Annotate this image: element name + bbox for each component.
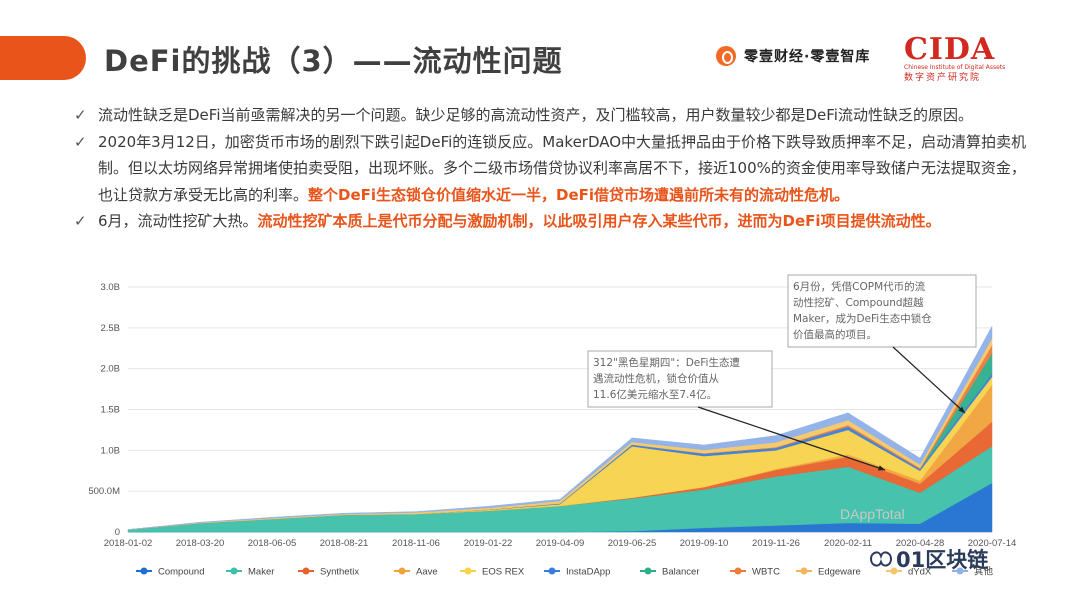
x-tick-label: 2018-08-21 <box>320 538 369 549</box>
legend-swatch-dot <box>734 567 742 575</box>
annotation-box <box>787 274 977 348</box>
y-tick-label: 2.5B <box>100 323 120 334</box>
annotation-arrow <box>697 406 886 471</box>
series-area-其他 <box>127 326 993 530</box>
legend-label: Maker <box>248 567 274 578</box>
y-tick-label: 500.0M <box>88 486 120 497</box>
chart-svg: 0 500.0M 1.0B 1.5B 2.0B 2.5B 3.0B 2018-01-02 201… <box>88 274 1017 578</box>
cida-logo: CIDA Chinese Institute of Digital Assets… <box>904 32 1006 84</box>
bullet-item: ✓ 2020年3月12日，加密货币市场的剧烈下跌引起DeFi的连锁反应。Make… <box>74 129 1034 209</box>
x-tick-label: 2020-04-28 <box>896 538 945 549</box>
watermark-text: 01区块链 <box>896 548 989 572</box>
x-tick-label: 2019-04-09 <box>536 538 585 549</box>
legend-swatch-dot <box>464 567 472 575</box>
legend-swatch-dot <box>230 567 238 575</box>
annotation-text: 动性挖矿、Compound超越 <box>793 296 924 309</box>
chart-watermark: DAppTotal <box>840 506 905 522</box>
cida-logo-mark: CIDA <box>904 32 996 67</box>
annotation-text: 价值最高的项目。 <box>793 328 877 341</box>
bullet-text: 6月，流动性挖矿大热。 <box>98 212 258 230</box>
x-tick-label: 2018-11-06 <box>392 538 440 549</box>
check-icon: ✓ <box>74 106 87 124</box>
x-tick-label: 2020-02-11 <box>824 538 872 549</box>
bullet-item: ✓ 流动性缺乏是DeFi当前亟需解决的另一个问题。缺少足够的高流动性资产，及门槛… <box>74 102 1034 129</box>
legend-swatch-dot <box>644 567 652 575</box>
legend-label: InstaDApp <box>566 567 610 578</box>
bullet-highlight: 流动性挖矿本质上是代币分配与激励机制，以此吸引用户存入某些代币，进而为DeFi项… <box>257 212 941 230</box>
annotation-arrow <box>892 346 966 414</box>
legend-swatch-dot <box>890 567 898 575</box>
cida-english-name: Chinese Institute of Digital Assets <box>904 64 1006 71</box>
x-tick-label: 2019-11-26 <box>752 538 800 549</box>
brand-logo: 零壹财经·零壹智库 <box>716 46 870 66</box>
x-tick-label: 2018-01-02 <box>104 538 153 549</box>
legend-label: WBTC <box>752 567 780 578</box>
legend-swatch-dot <box>140 567 148 575</box>
check-icon: ✓ <box>74 132 87 151</box>
x-tick-label: 2018-06-05 <box>248 538 297 549</box>
x-tick-label: 2019-01-22 <box>464 538 513 549</box>
annotation-text: 312"黑色星期四"：DeFi生态遭 <box>593 356 740 369</box>
x-tick-label: 2020-07-14 <box>968 538 1017 549</box>
bullet-text: 2020年3月12日，加密货币市场的剧烈下跌引起DeFi的连锁反应。MakerD… <box>98 132 1027 204</box>
tvl-chart: 0 500.0M 1.0B 1.5B 2.0B 2.5B 3.0B 2018-01-02 201… <box>80 265 1040 595</box>
annotation-text: 遇流动性危机，锁仓价值从 <box>593 372 719 385</box>
x-tick-label: 2019-09-10 <box>680 538 729 549</box>
x-tick-label: 2019-06-25 <box>608 538 657 549</box>
annotation-arrowhead <box>958 406 965 413</box>
annotation-text: Maker，成为DeFi生态中锁仓 <box>793 312 932 325</box>
y-tick-label: 2.0B <box>100 364 120 375</box>
legend-swatch-dot <box>800 567 808 575</box>
legend-label: Edgeware <box>818 567 861 578</box>
brand-name: 零壹财经·零壹智库 <box>744 49 871 65</box>
legend-swatch-dot <box>302 567 310 575</box>
legend-label: 其他 <box>974 566 994 578</box>
check-icon: ✓ <box>74 212 87 230</box>
legend-label: Compound <box>158 567 204 578</box>
legend-swatch-dot <box>398 567 406 575</box>
legend-label: dYdX <box>908 567 932 578</box>
annotation-text: 6月份，凭借COPM代币的流 <box>793 280 926 293</box>
cida-chinese-name: 数字资产研究院 <box>904 73 982 83</box>
annotation-arrowhead <box>878 465 885 471</box>
bullet-highlight: 整个DeFi生态锁仓价值缩水近一半，DeFi借贷市场遭遇前所未有的流动性危机。 <box>308 185 850 204</box>
y-tick-label: 1.0B <box>100 445 120 456</box>
legend-label: Synthetix <box>320 567 359 578</box>
y-tick-label: 3.0B <box>100 282 120 293</box>
bullet-list: ✓ 流动性缺乏是DeFi当前亟需解决的另一个问题。缺少足够的高流动性资产，及门槛… <box>74 102 1034 235</box>
legend-swatch-dot <box>548 567 556 575</box>
annotation-box <box>587 350 773 408</box>
y-tick-label: 0 <box>115 527 120 538</box>
legend-swatch-dot <box>956 567 964 575</box>
legend-label: Aave <box>416 567 438 578</box>
brand-icon <box>716 46 736 66</box>
y-tick-label: 1.5B <box>100 405 120 416</box>
title-accent-tab <box>0 36 86 80</box>
annotation-text: 11.6亿美元缩水至7.4亿。 <box>593 388 717 401</box>
page-title: DeFi的挑战（3）——流动性问题 <box>104 44 563 78</box>
legend-label: EOS REX <box>482 567 525 578</box>
bullet-text: 流动性缺乏是DeFi当前亟需解决的另一个问题。缺少足够的高流动性资产，及门槛较高… <box>98 106 973 124</box>
legend-label: Balancer <box>662 567 700 578</box>
x-tick-label: 2018-03-20 <box>176 538 225 549</box>
bullet-item: ✓ 6月，流动性挖矿大热。流动性挖矿本质上是代币分配与激励机制，以此吸引用户存入… <box>74 208 1034 235</box>
chain-icon <box>869 551 893 567</box>
